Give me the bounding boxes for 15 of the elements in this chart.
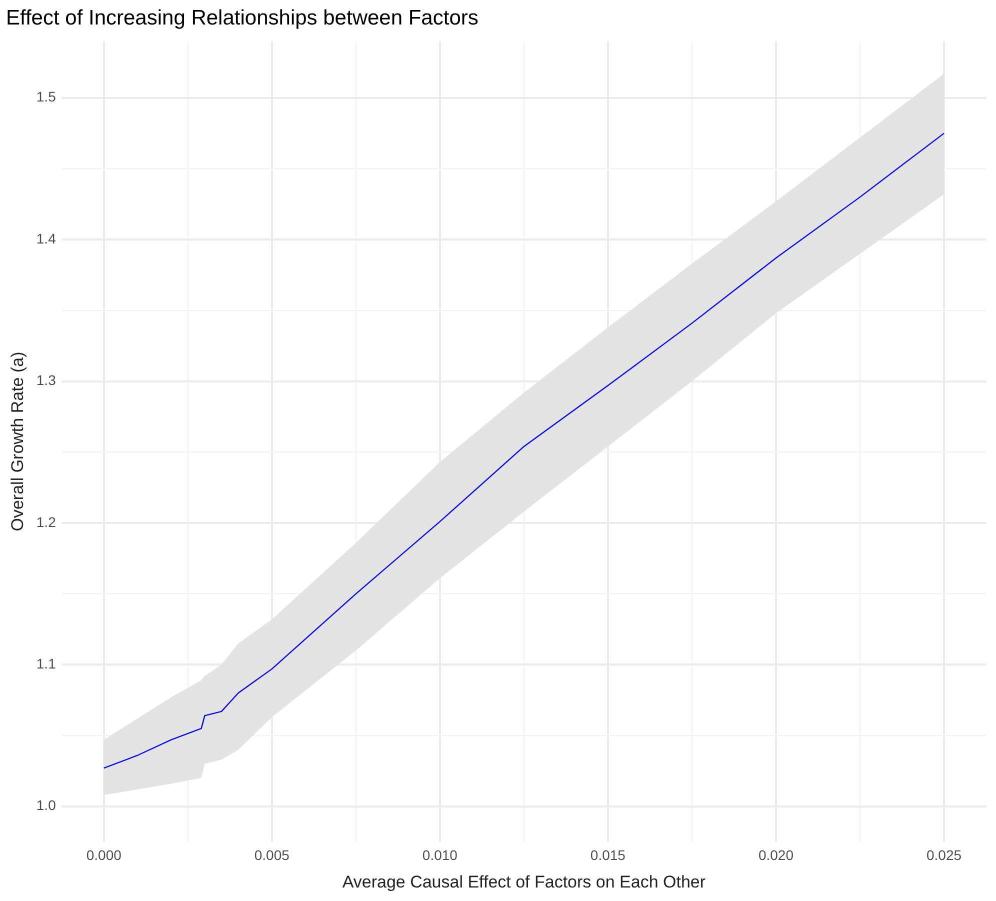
x-tick-label: 0.000 bbox=[86, 847, 122, 864]
x-tick-label: 0.020 bbox=[758, 847, 794, 864]
x-tick-label: 0.010 bbox=[422, 847, 458, 864]
chart-title: Effect of Increasing Relationships between Factors bbox=[6, 6, 478, 30]
x-tick-label: 0.015 bbox=[590, 847, 626, 864]
y-tick-label: 1.4 bbox=[36, 230, 56, 246]
x-tick-label: 0.005 bbox=[254, 847, 290, 864]
x-tick-label: 0.025 bbox=[926, 847, 962, 864]
y-tick-label: 1.5 bbox=[36, 88, 56, 105]
y-tick-label: 1.3 bbox=[36, 372, 56, 388]
x-axis-title: Average Causal Effect of Factors on Each Other bbox=[342, 872, 706, 892]
y-tick-label: 1.2 bbox=[36, 514, 56, 530]
y-axis-title: Overall Growth Rate (a) bbox=[8, 352, 27, 532]
y-tick-label: 1.1 bbox=[36, 656, 56, 672]
y-tick-label: 1.0 bbox=[36, 797, 56, 814]
